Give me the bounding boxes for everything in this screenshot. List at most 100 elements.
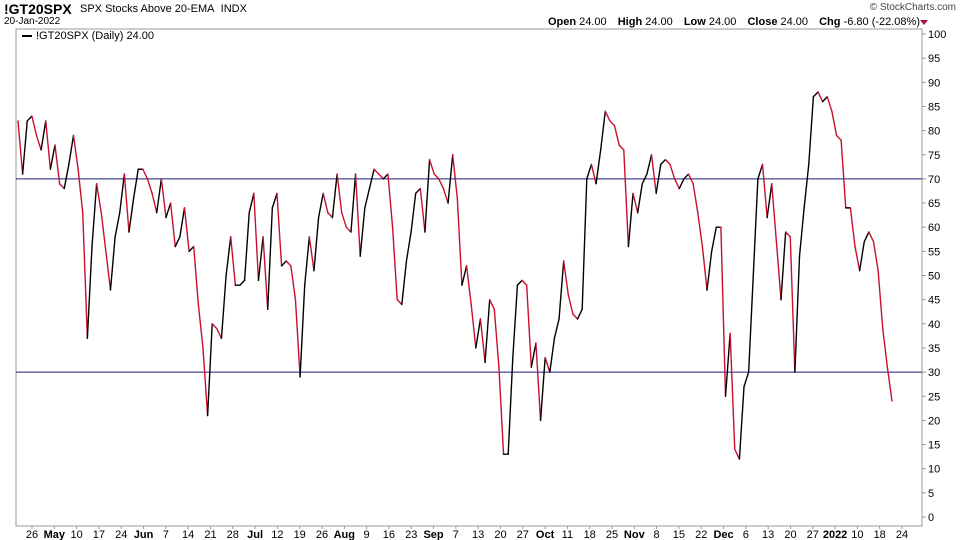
series-segment — [655, 163, 662, 195]
exchange-label: INDX — [220, 3, 247, 15]
y-tick-label: 65 — [928, 198, 940, 210]
series-segment — [424, 158, 431, 233]
series-segment — [525, 284, 533, 368]
y-tick-label: 40 — [928, 319, 940, 331]
x-tick-label: 19 — [294, 529, 306, 540]
y-tick-label: 55 — [928, 246, 940, 258]
series-segment — [558, 260, 565, 320]
series-segment — [493, 308, 500, 368]
series-segment — [156, 178, 163, 214]
series-segment — [294, 298, 301, 378]
series-segment — [572, 313, 579, 320]
series-segment — [119, 173, 126, 214]
x-tick-label: 20 — [494, 529, 506, 540]
series-segment — [734, 448, 741, 460]
series-segment — [72, 134, 79, 170]
y-tick-label: 45 — [928, 295, 940, 307]
x-tick-label: 10 — [70, 529, 82, 540]
series-segment — [243, 212, 250, 282]
series-segment — [341, 212, 348, 228]
series-segment — [840, 139, 847, 209]
series-segment — [687, 173, 694, 185]
series-segment — [858, 240, 865, 272]
series-segment — [650, 154, 657, 195]
series-segment — [105, 250, 112, 291]
series-segment — [854, 245, 861, 272]
series-segment — [322, 192, 329, 214]
series-segment — [169, 202, 176, 248]
y-tick-label: 15 — [928, 440, 940, 452]
series-segment — [114, 212, 121, 238]
close-value: 24.00 — [780, 16, 809, 28]
series-segment — [632, 192, 639, 214]
chart-date: 20-Jan-2022 — [4, 16, 61, 27]
y-tick-label: 85 — [928, 101, 940, 113]
series-segment — [701, 245, 708, 291]
data-series — [17, 91, 893, 460]
series-segment — [401, 260, 408, 306]
series-segment — [516, 279, 523, 286]
series-segment — [345, 226, 352, 233]
chart-header: !GT20SPX SPX Stocks Above 20-EMA INDX 20… — [0, 0, 960, 30]
x-tick-label: Oct — [536, 529, 555, 540]
series-segment — [285, 260, 292, 267]
series-segment — [290, 265, 297, 301]
series-segment — [17, 120, 24, 175]
series-segment — [410, 192, 417, 233]
series-segment — [123, 173, 130, 233]
x-tick-label: Aug — [334, 529, 355, 540]
series-segment — [151, 192, 158, 214]
y-tick-label: 0 — [928, 512, 934, 524]
series-segment — [877, 269, 884, 330]
series-segment — [484, 298, 491, 364]
series-segment — [724, 332, 731, 397]
series-segment — [336, 173, 343, 214]
high-value: 24.00 — [645, 16, 673, 28]
series-segment — [636, 183, 643, 214]
series-segment — [697, 212, 704, 248]
y-tick-label: 5 — [928, 488, 934, 500]
series-segment — [179, 207, 186, 238]
y-tick-label: 30 — [928, 367, 940, 379]
y-tick-label: 35 — [928, 343, 940, 355]
x-tick-label: 22 — [695, 529, 707, 540]
series-segment — [692, 183, 699, 214]
series-segment — [160, 178, 167, 219]
series-segment — [729, 332, 736, 451]
series-segment — [604, 110, 611, 122]
x-tick-label: Jul — [247, 529, 263, 540]
series-segment — [304, 236, 311, 286]
x-tick-label: 12 — [271, 529, 283, 540]
series-segment — [216, 327, 223, 339]
y-tick-label: 80 — [928, 126, 940, 138]
series-segment — [539, 356, 546, 422]
series-segment — [576, 308, 583, 320]
series-segment — [549, 337, 556, 373]
x-tick-label: 2022 — [823, 529, 847, 540]
chg-label: Chg — [819, 16, 841, 28]
series-segment — [798, 207, 805, 257]
series-segment — [253, 192, 260, 282]
series-segment — [248, 192, 255, 214]
series-segment — [835, 134, 842, 141]
series-segment — [831, 110, 838, 137]
x-tick-label: 25 — [606, 529, 618, 540]
series-segment — [438, 178, 445, 190]
series-segment — [747, 274, 754, 373]
series-segment — [599, 110, 606, 151]
high-label: High — [617, 16, 643, 28]
x-tick-label: 21 — [204, 529, 216, 540]
x-tick-label: 20 — [784, 529, 796, 540]
series-segment — [553, 318, 560, 339]
series-segment — [276, 192, 283, 267]
series-segment — [567, 294, 574, 315]
series-segment — [470, 303, 477, 349]
series-segment — [743, 371, 750, 388]
series-segment — [821, 96, 828, 103]
series-segment — [479, 318, 486, 364]
series-segment — [317, 192, 324, 219]
series-segment — [849, 207, 856, 248]
y-tick-label: 10 — [928, 464, 940, 476]
description-text: SPX Stocks Above 20-EMA — [80, 3, 215, 15]
